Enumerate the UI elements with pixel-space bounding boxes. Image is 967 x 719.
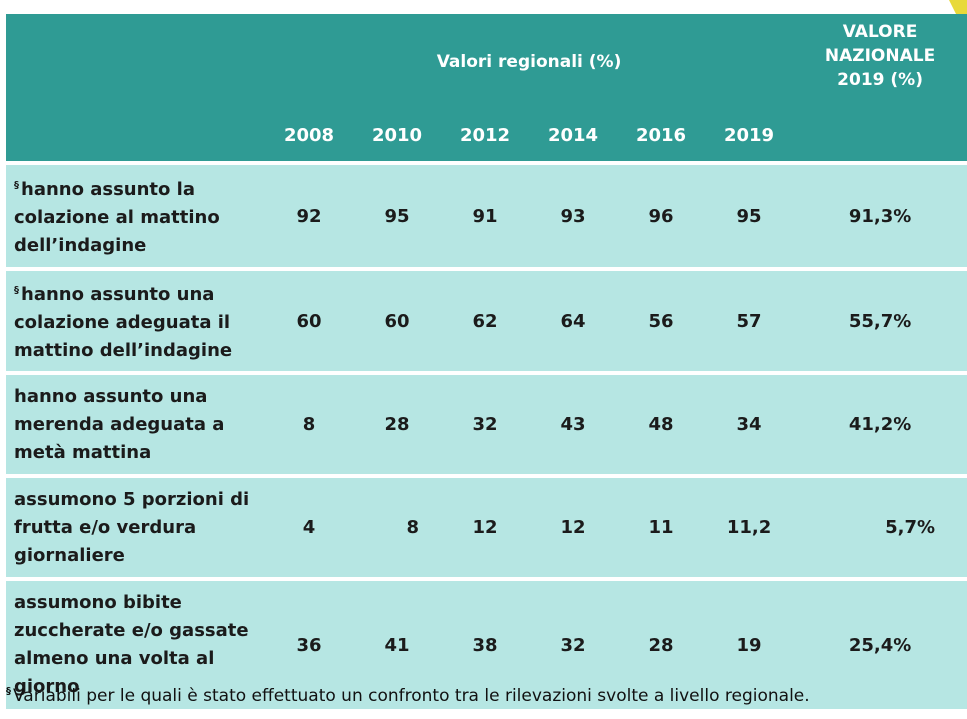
table-row: assumono bibite zuccherate e/o gassate a… xyxy=(6,577,967,709)
value-cell: 28 xyxy=(617,577,705,709)
section-marker: § xyxy=(14,180,19,191)
value-cell: 95 xyxy=(705,161,794,269)
value-cell: 92 xyxy=(265,161,353,269)
row-label-text: hanno assunto una merenda adeguata a met… xyxy=(14,385,225,463)
national-value-cell: 91,3% xyxy=(793,161,967,269)
value-cell: 12 xyxy=(441,474,529,579)
national-title-line2: NAZIONALE xyxy=(824,46,936,66)
value-cell: 11,2 xyxy=(705,474,794,579)
footnote: § Variabili per le quali è stato effettua… xyxy=(6,686,810,706)
national-title-line3: 2019 (%) xyxy=(837,70,923,90)
table-row: assumono 5 porzioni di frutta e/o verdur… xyxy=(6,474,967,579)
table-row: hanno assunto una merenda adeguata a met… xyxy=(6,371,967,476)
value-cell: 34 xyxy=(705,371,794,476)
year-header: 2019 xyxy=(705,109,794,163)
value-cell: 64 xyxy=(529,267,617,373)
value-cell: 93 xyxy=(529,161,617,269)
footnote-text: Variabili per le quali è stato effettuat… xyxy=(13,686,810,706)
row-label-text: assumono bibite zuccherate e/o gassate a… xyxy=(14,592,249,697)
row-label: hanno assunto una merenda adeguata a met… xyxy=(6,371,265,476)
row-label: § hanno assunto la colazione al mattino d… xyxy=(6,161,265,269)
year-header: 2010 xyxy=(353,109,441,163)
data-table: Valori regionali (%) VALORE NAZIONALE 20… xyxy=(6,14,967,709)
value-cell: 19 xyxy=(705,577,794,709)
value-cell: 28 xyxy=(353,371,441,476)
national-title: VALORE NAZIONALE 2019 (%) xyxy=(793,14,967,163)
year-header: 2014 xyxy=(529,109,617,163)
value-cell: 8 xyxy=(353,474,441,579)
table-row: § hanno assunto la colazione al mattino d… xyxy=(6,161,967,269)
value-cell: 11 xyxy=(617,474,705,579)
national-title-line1: VALORE xyxy=(842,22,918,42)
corner-accent-shape xyxy=(949,0,967,16)
row-label: § hanno assunto una colazione adeguata il… xyxy=(6,267,265,373)
value-cell: 60 xyxy=(265,267,353,373)
row-label-text: assumono 5 porzioni di frutta e/o verdur… xyxy=(14,488,250,566)
national-value-cell: 25,4% xyxy=(793,577,967,709)
row-label: assumono bibite zuccherate e/o gassate a… xyxy=(6,577,265,709)
value-cell: 95 xyxy=(353,161,441,269)
footnote-marker: § xyxy=(6,686,11,697)
value-cell: 56 xyxy=(617,267,705,373)
national-value-cell: 55,7% xyxy=(793,267,967,373)
row-label-text: hanno assunto una colazione adeguata il … xyxy=(14,284,233,361)
table-frame: Valori regionali (%) VALORE NAZIONALE 20… xyxy=(6,14,967,709)
value-cell: 57 xyxy=(705,267,794,373)
section-marker: § xyxy=(14,285,19,296)
value-cell: 36 xyxy=(265,577,353,709)
value-cell: 8 xyxy=(265,371,353,476)
value-cell: 38 xyxy=(441,577,529,709)
value-cell: 32 xyxy=(529,577,617,709)
year-header: 2012 xyxy=(441,109,529,163)
row-label: assumono 5 porzioni di frutta e/o verdur… xyxy=(6,474,265,579)
national-value-cell: 41,2% xyxy=(793,371,967,476)
value-cell: 4 xyxy=(265,474,353,579)
value-cell: 62 xyxy=(441,267,529,373)
value-cell: 41 xyxy=(353,577,441,709)
value-cell: 32 xyxy=(441,371,529,476)
year-header: 2016 xyxy=(617,109,705,163)
value-cell: 12 xyxy=(529,474,617,579)
value-cell: 43 xyxy=(529,371,617,476)
value-cell: 60 xyxy=(353,267,441,373)
value-cell: 91 xyxy=(441,161,529,269)
national-value-cell: 5,7% xyxy=(793,474,967,579)
region-title: Valori regionali (%) xyxy=(265,14,794,109)
header-empty-cell xyxy=(6,14,265,163)
value-cell: 96 xyxy=(617,161,705,269)
year-header: 2008 xyxy=(265,109,353,163)
row-label-text: hanno assunto la colazione al mattino de… xyxy=(14,179,220,256)
value-cell: 48 xyxy=(617,371,705,476)
table-row: § hanno assunto una colazione adeguata il… xyxy=(6,267,967,373)
